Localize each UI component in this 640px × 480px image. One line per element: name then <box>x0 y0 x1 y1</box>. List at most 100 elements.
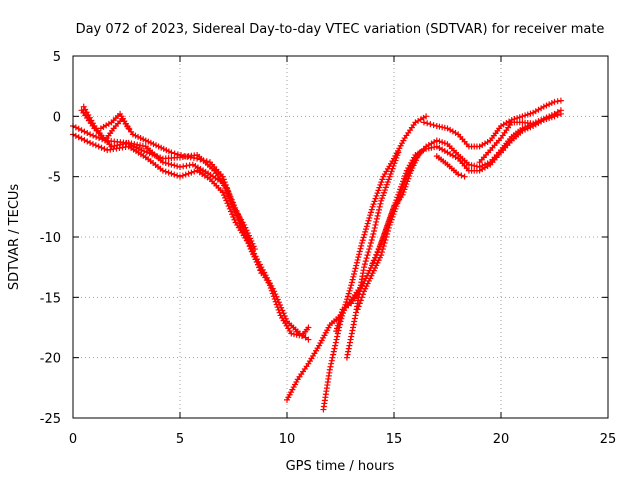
y-axis-label: SDTVAR / TECUs <box>7 184 22 291</box>
data-point <box>424 120 431 127</box>
data-point <box>229 211 236 218</box>
data-point <box>388 210 395 217</box>
data-point <box>279 307 286 314</box>
series-track-3 <box>78 107 265 277</box>
data-point <box>376 242 383 249</box>
y-tick-label: 0 <box>53 110 61 125</box>
tick-marks <box>72 55 609 419</box>
series-track-4 <box>80 103 258 253</box>
data-point <box>431 144 438 151</box>
data-point <box>334 322 341 329</box>
data-point <box>98 144 105 151</box>
data-point <box>159 167 166 174</box>
data-point <box>375 209 382 216</box>
data-point <box>401 172 408 179</box>
data-point <box>428 144 435 151</box>
data-point <box>305 324 312 331</box>
data-point <box>138 147 145 154</box>
data-point <box>387 213 394 220</box>
data-point <box>390 205 397 212</box>
data-point <box>92 142 99 149</box>
data-point <box>197 156 204 163</box>
data-point <box>524 125 531 132</box>
data-point <box>230 214 237 221</box>
data-point <box>89 141 96 148</box>
data-point <box>244 229 251 236</box>
data-point <box>441 124 448 131</box>
data-point <box>222 181 229 188</box>
data-point <box>347 336 354 343</box>
data-point <box>275 299 282 306</box>
data-point <box>221 179 228 186</box>
data-point <box>177 173 183 180</box>
data-point <box>288 330 295 337</box>
data-point <box>379 195 386 202</box>
data-point <box>90 132 97 139</box>
data-point <box>203 158 210 165</box>
data-point <box>367 243 374 250</box>
data-point <box>371 224 378 231</box>
data-point <box>392 199 399 206</box>
data-point <box>243 227 250 234</box>
data-point <box>159 159 166 166</box>
data-point <box>373 218 380 225</box>
data-point <box>252 256 259 263</box>
data-point <box>355 303 362 310</box>
data-point <box>344 296 351 303</box>
data-point <box>177 164 183 171</box>
data-point <box>274 296 281 303</box>
data-point <box>257 267 264 274</box>
data-point <box>557 110 564 117</box>
data-point <box>330 348 337 355</box>
data-point <box>334 333 341 340</box>
data-point <box>137 142 144 149</box>
data-point <box>540 116 547 123</box>
data-point <box>430 122 437 129</box>
data-point <box>255 261 262 268</box>
data-point <box>389 207 396 214</box>
data-point <box>394 152 401 159</box>
data-point <box>362 258 369 265</box>
data-point <box>420 119 427 126</box>
data-point <box>117 141 124 148</box>
data-point <box>139 142 146 149</box>
data-point <box>250 250 257 257</box>
data-point <box>439 139 446 146</box>
data-point <box>361 231 368 238</box>
series-line <box>83 106 256 250</box>
data-point <box>551 98 558 105</box>
data-point <box>423 145 430 152</box>
data-point <box>359 291 366 298</box>
data-point <box>228 198 235 205</box>
data-point <box>397 186 404 193</box>
data-point <box>519 113 526 120</box>
y-tick-labels: 5 0 -5 -10 -15 -20 -25 <box>40 50 61 427</box>
data-point <box>381 187 388 194</box>
data-point <box>183 162 190 169</box>
series-track-11 <box>369 110 564 267</box>
data-point <box>362 228 369 235</box>
data-point <box>361 264 368 271</box>
data-point <box>380 234 387 241</box>
data-point <box>251 246 258 253</box>
data-point <box>461 173 468 180</box>
series-track-14 <box>476 119 537 166</box>
data-point <box>72 124 79 131</box>
data-point <box>399 181 406 188</box>
data-point <box>433 137 440 144</box>
data-point <box>141 148 148 155</box>
data-point <box>227 195 234 202</box>
data-point <box>248 238 255 245</box>
data-point <box>351 268 358 275</box>
data-point <box>343 298 350 305</box>
data-point <box>364 252 371 259</box>
data-point <box>356 251 363 258</box>
data-point <box>398 183 405 190</box>
data-point <box>168 170 175 177</box>
data-point <box>548 114 555 121</box>
data-point <box>334 325 341 332</box>
series-track-12 <box>420 97 564 150</box>
data-point <box>400 175 407 182</box>
data-point <box>369 234 376 240</box>
